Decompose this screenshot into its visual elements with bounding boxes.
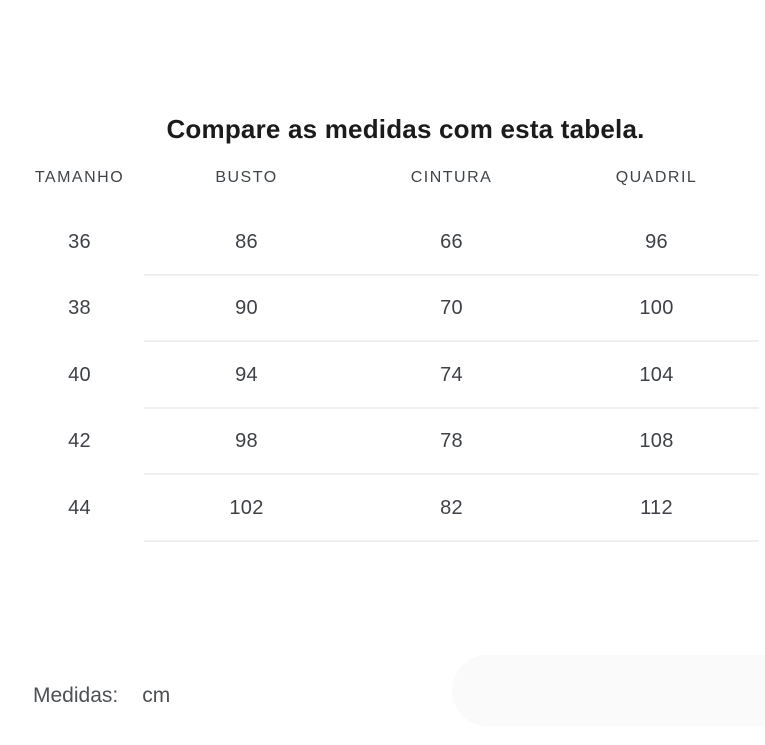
column-header-quadril: QUADRIL: [615, 169, 698, 186]
table-row: 36 86 66 96: [15, 209, 759, 276]
table-row: 38 90 70 100: [15, 276, 759, 343]
column-header-busto: BUSTO: [215, 169, 278, 186]
cell-quadril: 100: [639, 297, 674, 320]
cell-busto: 98: [235, 430, 258, 453]
column-header-cintura: CINTURA: [410, 169, 493, 186]
cell-cintura: 78: [440, 430, 463, 453]
cell-busto: 94: [235, 363, 258, 386]
cell-tamanho: 38: [68, 297, 91, 320]
page-title: Compare as medidas com esta tabela.: [166, 114, 645, 144]
cell-quadril: 104: [639, 363, 674, 386]
cell-busto: 102: [229, 496, 264, 519]
background-pill: [452, 655, 765, 726]
measure-unit-note: Medidas: cm: [33, 684, 170, 708]
cell-tamanho: 44: [68, 496, 91, 519]
cell-cintura: 66: [440, 230, 463, 253]
table-row: 44 102 82 112: [15, 475, 759, 542]
table-row: 42 98 78 108: [15, 409, 759, 476]
measure-label: Medidas:: [33, 684, 119, 707]
measure-unit-value: cm: [142, 684, 171, 707]
table-row: 40 94 74 104: [15, 342, 759, 409]
cell-busto: 90: [235, 297, 258, 320]
table-header-row: TAMANHO BUSTO CINTURA QUADRIL: [15, 160, 759, 196]
cell-quadril: 108: [639, 430, 674, 453]
table-body: 36 86 66 96 38 90 70 100 40 94 74 104 42…: [15, 209, 759, 542]
cell-tamanho: 36: [68, 230, 91, 253]
size-table: TAMANHO BUSTO CINTURA QUADRIL 36 86 66 9…: [15, 160, 759, 542]
cell-tamanho: 42: [68, 430, 91, 453]
cell-tamanho: 40: [68, 363, 91, 386]
cell-quadril: 96: [645, 230, 668, 253]
cell-cintura: 70: [440, 297, 463, 320]
cell-quadril: 112: [640, 496, 673, 519]
cell-cintura: 74: [440, 363, 463, 386]
column-header-tamanho: TAMANHO: [34, 169, 125, 186]
cell-busto: 86: [235, 230, 258, 253]
cell-cintura: 82: [440, 496, 463, 519]
